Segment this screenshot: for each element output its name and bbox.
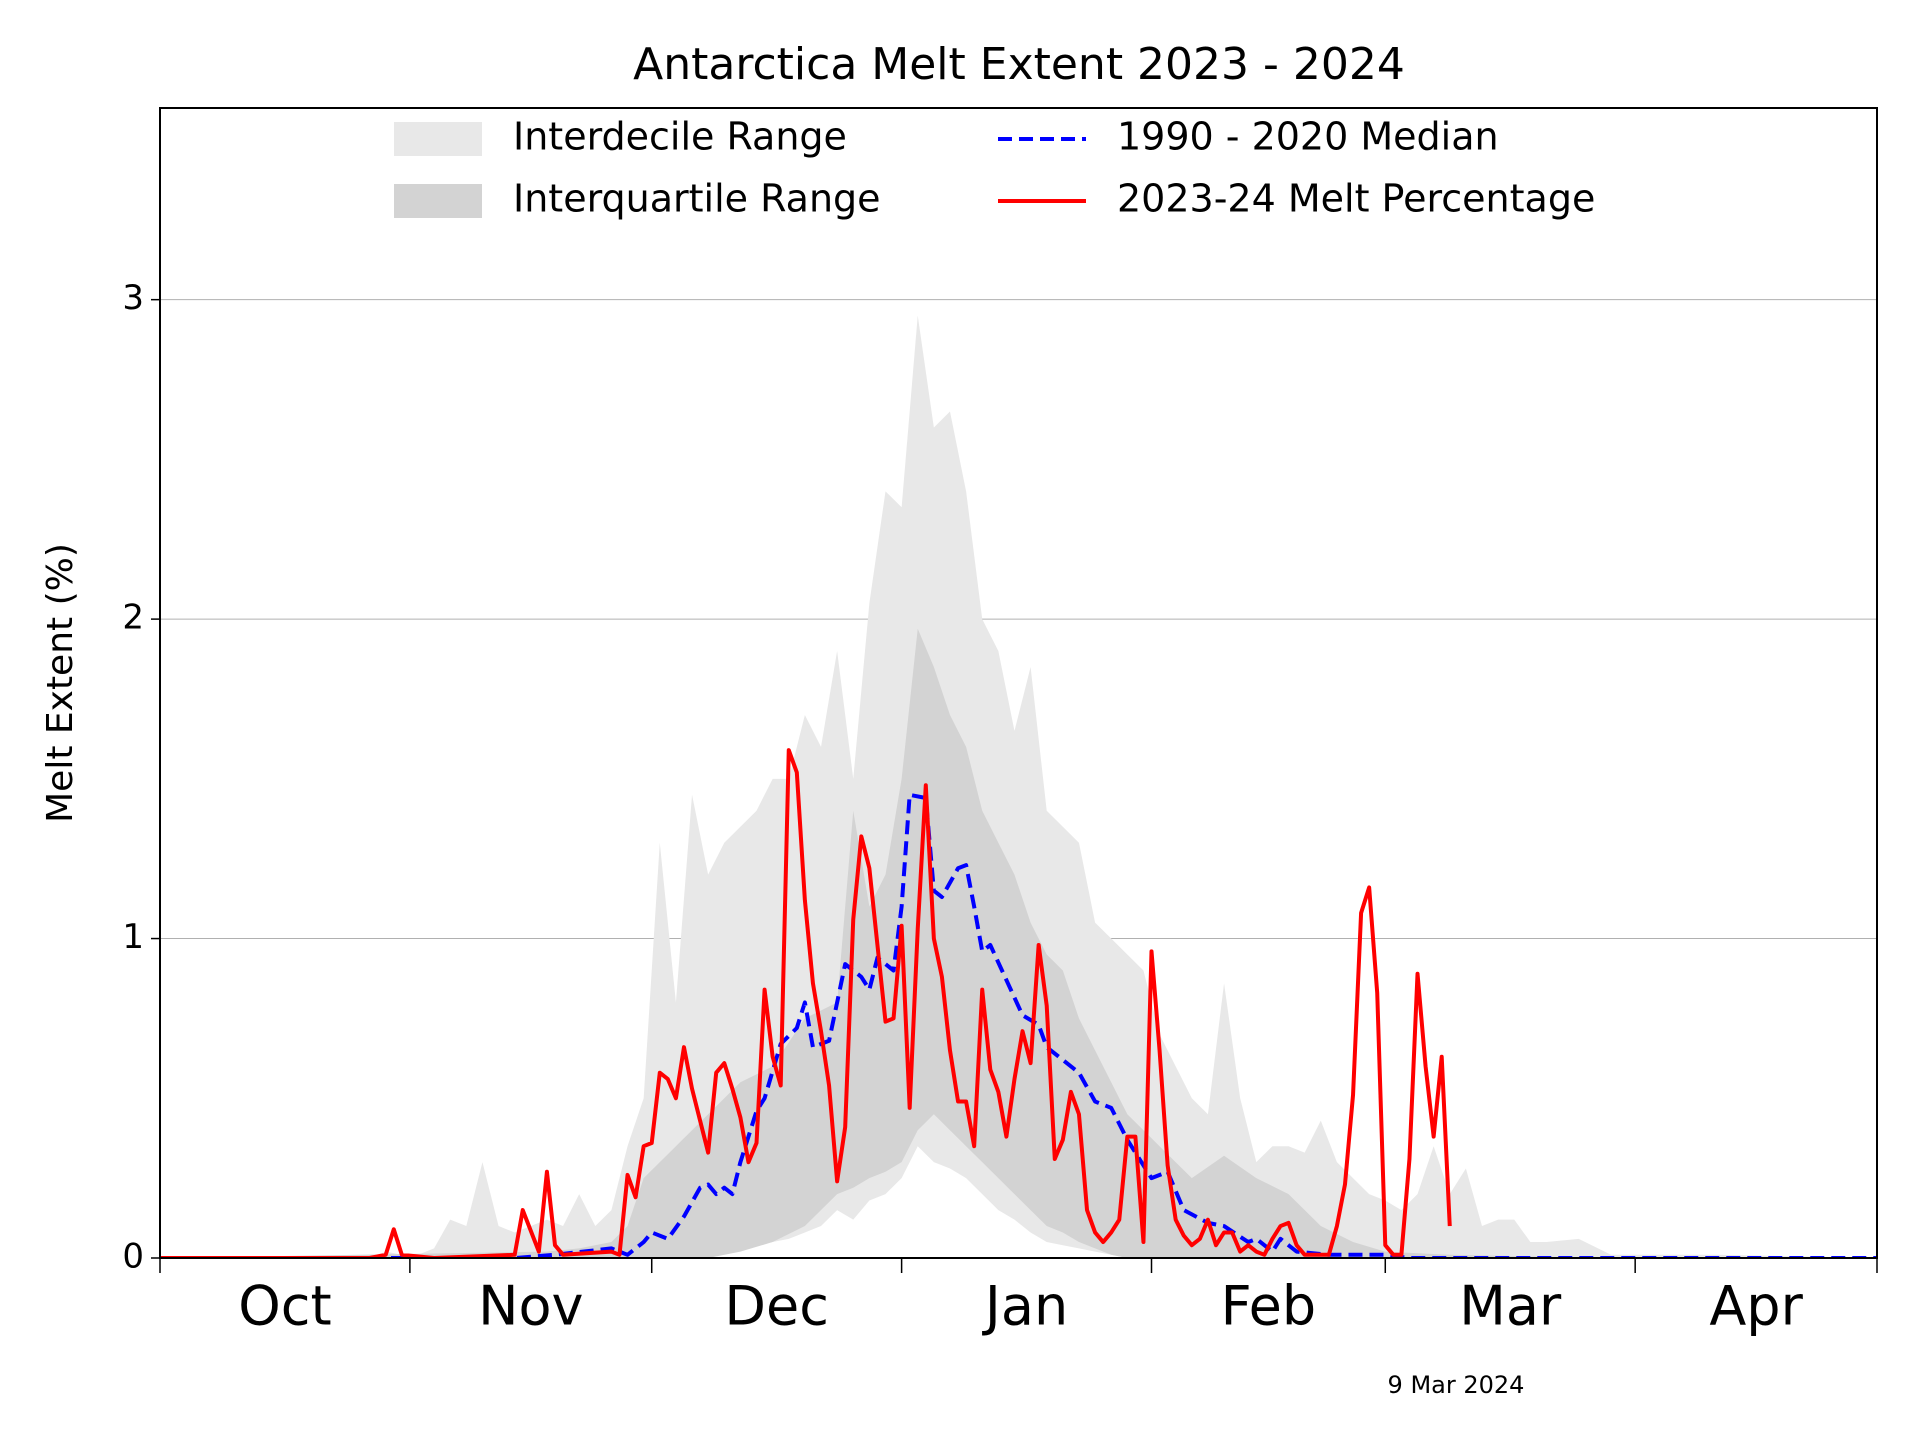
plot-frame: [159, 107, 1878, 1259]
legend-swatch: [394, 122, 482, 156]
legend-label: Interdecile Range: [513, 115, 847, 159]
month-label: Dec: [724, 1275, 829, 1338]
legend-label: Interquartile Range: [513, 177, 881, 221]
chart-title: Antarctica Melt Extent 2023 - 2024: [633, 39, 1405, 90]
month-label: Mar: [1459, 1275, 1562, 1338]
month-label: Feb: [1221, 1275, 1317, 1338]
y-tick-label: 1: [122, 917, 144, 957]
y-tick-label: 0: [122, 1237, 144, 1277]
range-band: [160, 315, 1877, 1258]
legend-label: 1990 - 2020 Median: [1117, 115, 1499, 159]
y-tick-label: 3: [122, 278, 144, 318]
legend-swatch: [394, 184, 482, 218]
plot-area: [160, 315, 1877, 1258]
y-tick-label: 2: [122, 598, 144, 638]
y-axis-label: Melt Extent (%): [40, 543, 81, 823]
month-label: Oct: [238, 1275, 331, 1338]
range-band: [160, 628, 1877, 1258]
month-label: Jan: [982, 1275, 1068, 1338]
date-annotation: 9 Mar 2024: [1388, 1371, 1525, 1399]
month-label: Apr: [1709, 1275, 1803, 1338]
month-label: Nov: [478, 1275, 583, 1338]
series-line: [160, 748, 1452, 1258]
legend-label: 2023-24 Melt Percentage: [1117, 177, 1595, 221]
